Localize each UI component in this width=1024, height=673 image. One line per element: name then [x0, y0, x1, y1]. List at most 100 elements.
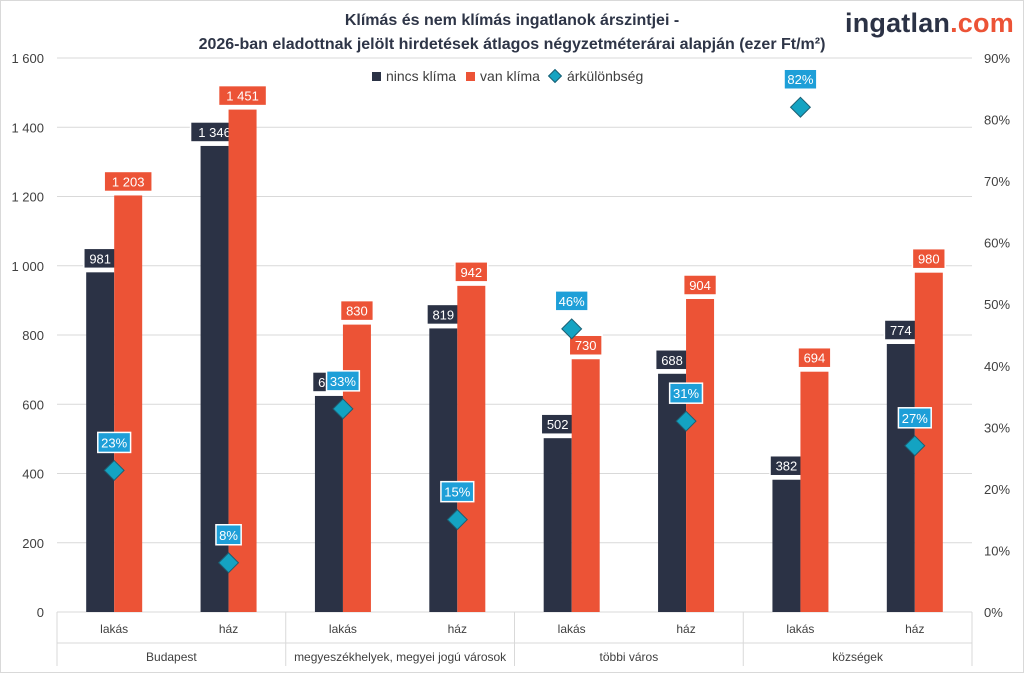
data-label-nincs-klima: 1 346 [198, 125, 231, 140]
y-left-tick-label: 400 [22, 467, 44, 482]
y-left-tick-label: 800 [22, 328, 44, 343]
y-right-tick-label: 0% [984, 605, 1003, 620]
data-label-van-klima-box [568, 334, 603, 356]
data-label-van-klima-box [217, 84, 268, 107]
chart-legend: nincs klíma van klíma árkülönbség [372, 68, 643, 84]
legend-label-diff: árkülönbség [566, 68, 644, 84]
y-right-tick-label: 60% [984, 236, 1010, 251]
data-label-van-klima: 830 [346, 304, 368, 319]
legend-swatch-van [466, 71, 476, 81]
data-label-arkulonbseg: 15% [444, 485, 470, 500]
data-label-arkulonbseg: 27% [902, 411, 928, 426]
data-label-arkulonbseg: 23% [101, 435, 127, 450]
data-label-arkulonbseg: 31% [673, 386, 699, 401]
data-label-arkulonbseg-box [897, 407, 932, 429]
y-right-tick-label: 30% [984, 420, 1010, 435]
x-tick-label: lakás [100, 622, 128, 636]
bar-van-klima [457, 285, 486, 612]
marker-arkulonbseg [789, 96, 812, 118]
x-tick-label: lakás [558, 622, 586, 636]
legend-label-van: van klíma [480, 68, 540, 84]
y-left-tick-label: 1 200 [11, 190, 44, 205]
legend-swatch-nincs [372, 71, 381, 81]
data-label-arkulonbseg: 82% [787, 72, 813, 87]
data-label-nincs-klima: 819 [432, 307, 454, 322]
data-label-van-klima-box [339, 299, 375, 322]
x-tick-label: lakás [786, 622, 814, 636]
marker-arkulonbseg [103, 459, 125, 482]
x-group-label: megyeszékhelyek, megyei jogú városok [294, 650, 507, 664]
y-left-tick-label: 0 [37, 605, 44, 620]
marker-arkulonbseg [904, 435, 926, 457]
data-label-arkulonbseg-box [554, 290, 589, 312]
legend-item-nincs: nincs klíma [372, 68, 456, 84]
x-tick-label: ház [905, 622, 924, 636]
data-label-van-klima: 942 [460, 265, 482, 280]
y-left-tick-label: 1 400 [11, 120, 44, 135]
x-group-label: községek [832, 650, 884, 664]
marker-arkulonbseg [217, 552, 240, 574]
data-label-van-klima: 980 [918, 252, 940, 267]
marker-arkulonbseg [675, 410, 697, 432]
legend-label-nincs: nincs klíma [386, 68, 457, 84]
data-label-van-klima: 1 451 [226, 89, 259, 104]
data-label-arkulonbseg-box [325, 370, 361, 392]
bar-van-klima [114, 195, 143, 612]
marker-arkulonbseg [446, 509, 468, 531]
y-right-tick-label: 40% [984, 359, 1010, 374]
x-tick-label: ház [219, 622, 238, 636]
chart-title-line1: Klímás és nem klímás ingatlanok árszintj… [344, 12, 680, 29]
data-label-nincs-klima: 688 [661, 353, 683, 368]
data-label-van-klima-box [797, 346, 832, 369]
x-tick-label: ház [676, 622, 695, 636]
y-right-tick-label: 20% [984, 482, 1010, 497]
data-label-van-klima-box [103, 170, 153, 193]
y-left-tick-label: 200 [22, 536, 44, 551]
data-label-arkulonbseg: 33% [330, 374, 356, 389]
data-label-van-klima: 904 [689, 278, 711, 293]
data-label-nincs-klima: 981 [89, 251, 111, 266]
brand-logo: ingatlan.com [845, 8, 1014, 39]
data-label-van-klima-box [911, 247, 946, 270]
x-tick-label: ház [448, 622, 467, 636]
x-group-label: Budapest [146, 650, 197, 664]
data-label-nincs-klima: 502 [547, 417, 569, 432]
legend-item-van: van klíma [466, 68, 540, 84]
bar-nincs-klima [429, 328, 458, 612]
data-label-nincs-klima: 774 [890, 323, 912, 338]
logo-text-domain: .com [950, 8, 1014, 38]
data-label-arkulonbseg-box [668, 382, 704, 404]
y-right-tick-label: 70% [984, 174, 1010, 189]
data-label-van-klima-box [454, 261, 489, 283]
data-label-arkulonbseg-box [783, 68, 818, 90]
data-label-arkulonbseg-box [97, 431, 132, 454]
x-group-label: többi város [600, 650, 659, 664]
chart-title-line2: 2026-ban eladottnak jelölt hirdetések át… [198, 36, 826, 53]
data-label-nincs-klima: 382 [776, 459, 798, 474]
data-label-van-klima: 730 [575, 338, 597, 353]
data-label-arkulonbseg-box [215, 524, 242, 546]
bar-nincs-klima [658, 373, 687, 612]
bar-nincs-klima [772, 479, 801, 612]
y-right-tick-label: 10% [984, 543, 1010, 558]
bar-van-klima [342, 324, 371, 612]
bar-van-klima [800, 371, 829, 612]
y-left-tick-label: 600 [22, 397, 44, 412]
y-right-tick-label: 50% [984, 297, 1010, 312]
legend-item-diff: árkülönbség [547, 68, 644, 84]
bar-van-klima [571, 359, 600, 612]
bar-van-klima [686, 298, 715, 612]
data-label-van-klima: 1 203 [112, 174, 145, 189]
marker-arkulonbseg [561, 318, 583, 340]
y-left-tick-label: 1 600 [11, 51, 44, 66]
y-right-tick-label: 80% [984, 113, 1010, 128]
data-label-arkulonbseg: 8% [219, 528, 238, 543]
data-label-van-klima: 694 [804, 351, 826, 366]
x-tick-label: lakás [329, 622, 357, 636]
logo-text-main: ingatlan [845, 8, 951, 38]
bar-nincs-klima [543, 438, 572, 612]
marker-arkulonbseg [332, 398, 354, 420]
bar-nincs-klima [314, 395, 343, 612]
data-label-arkulonbseg-box [440, 480, 475, 503]
